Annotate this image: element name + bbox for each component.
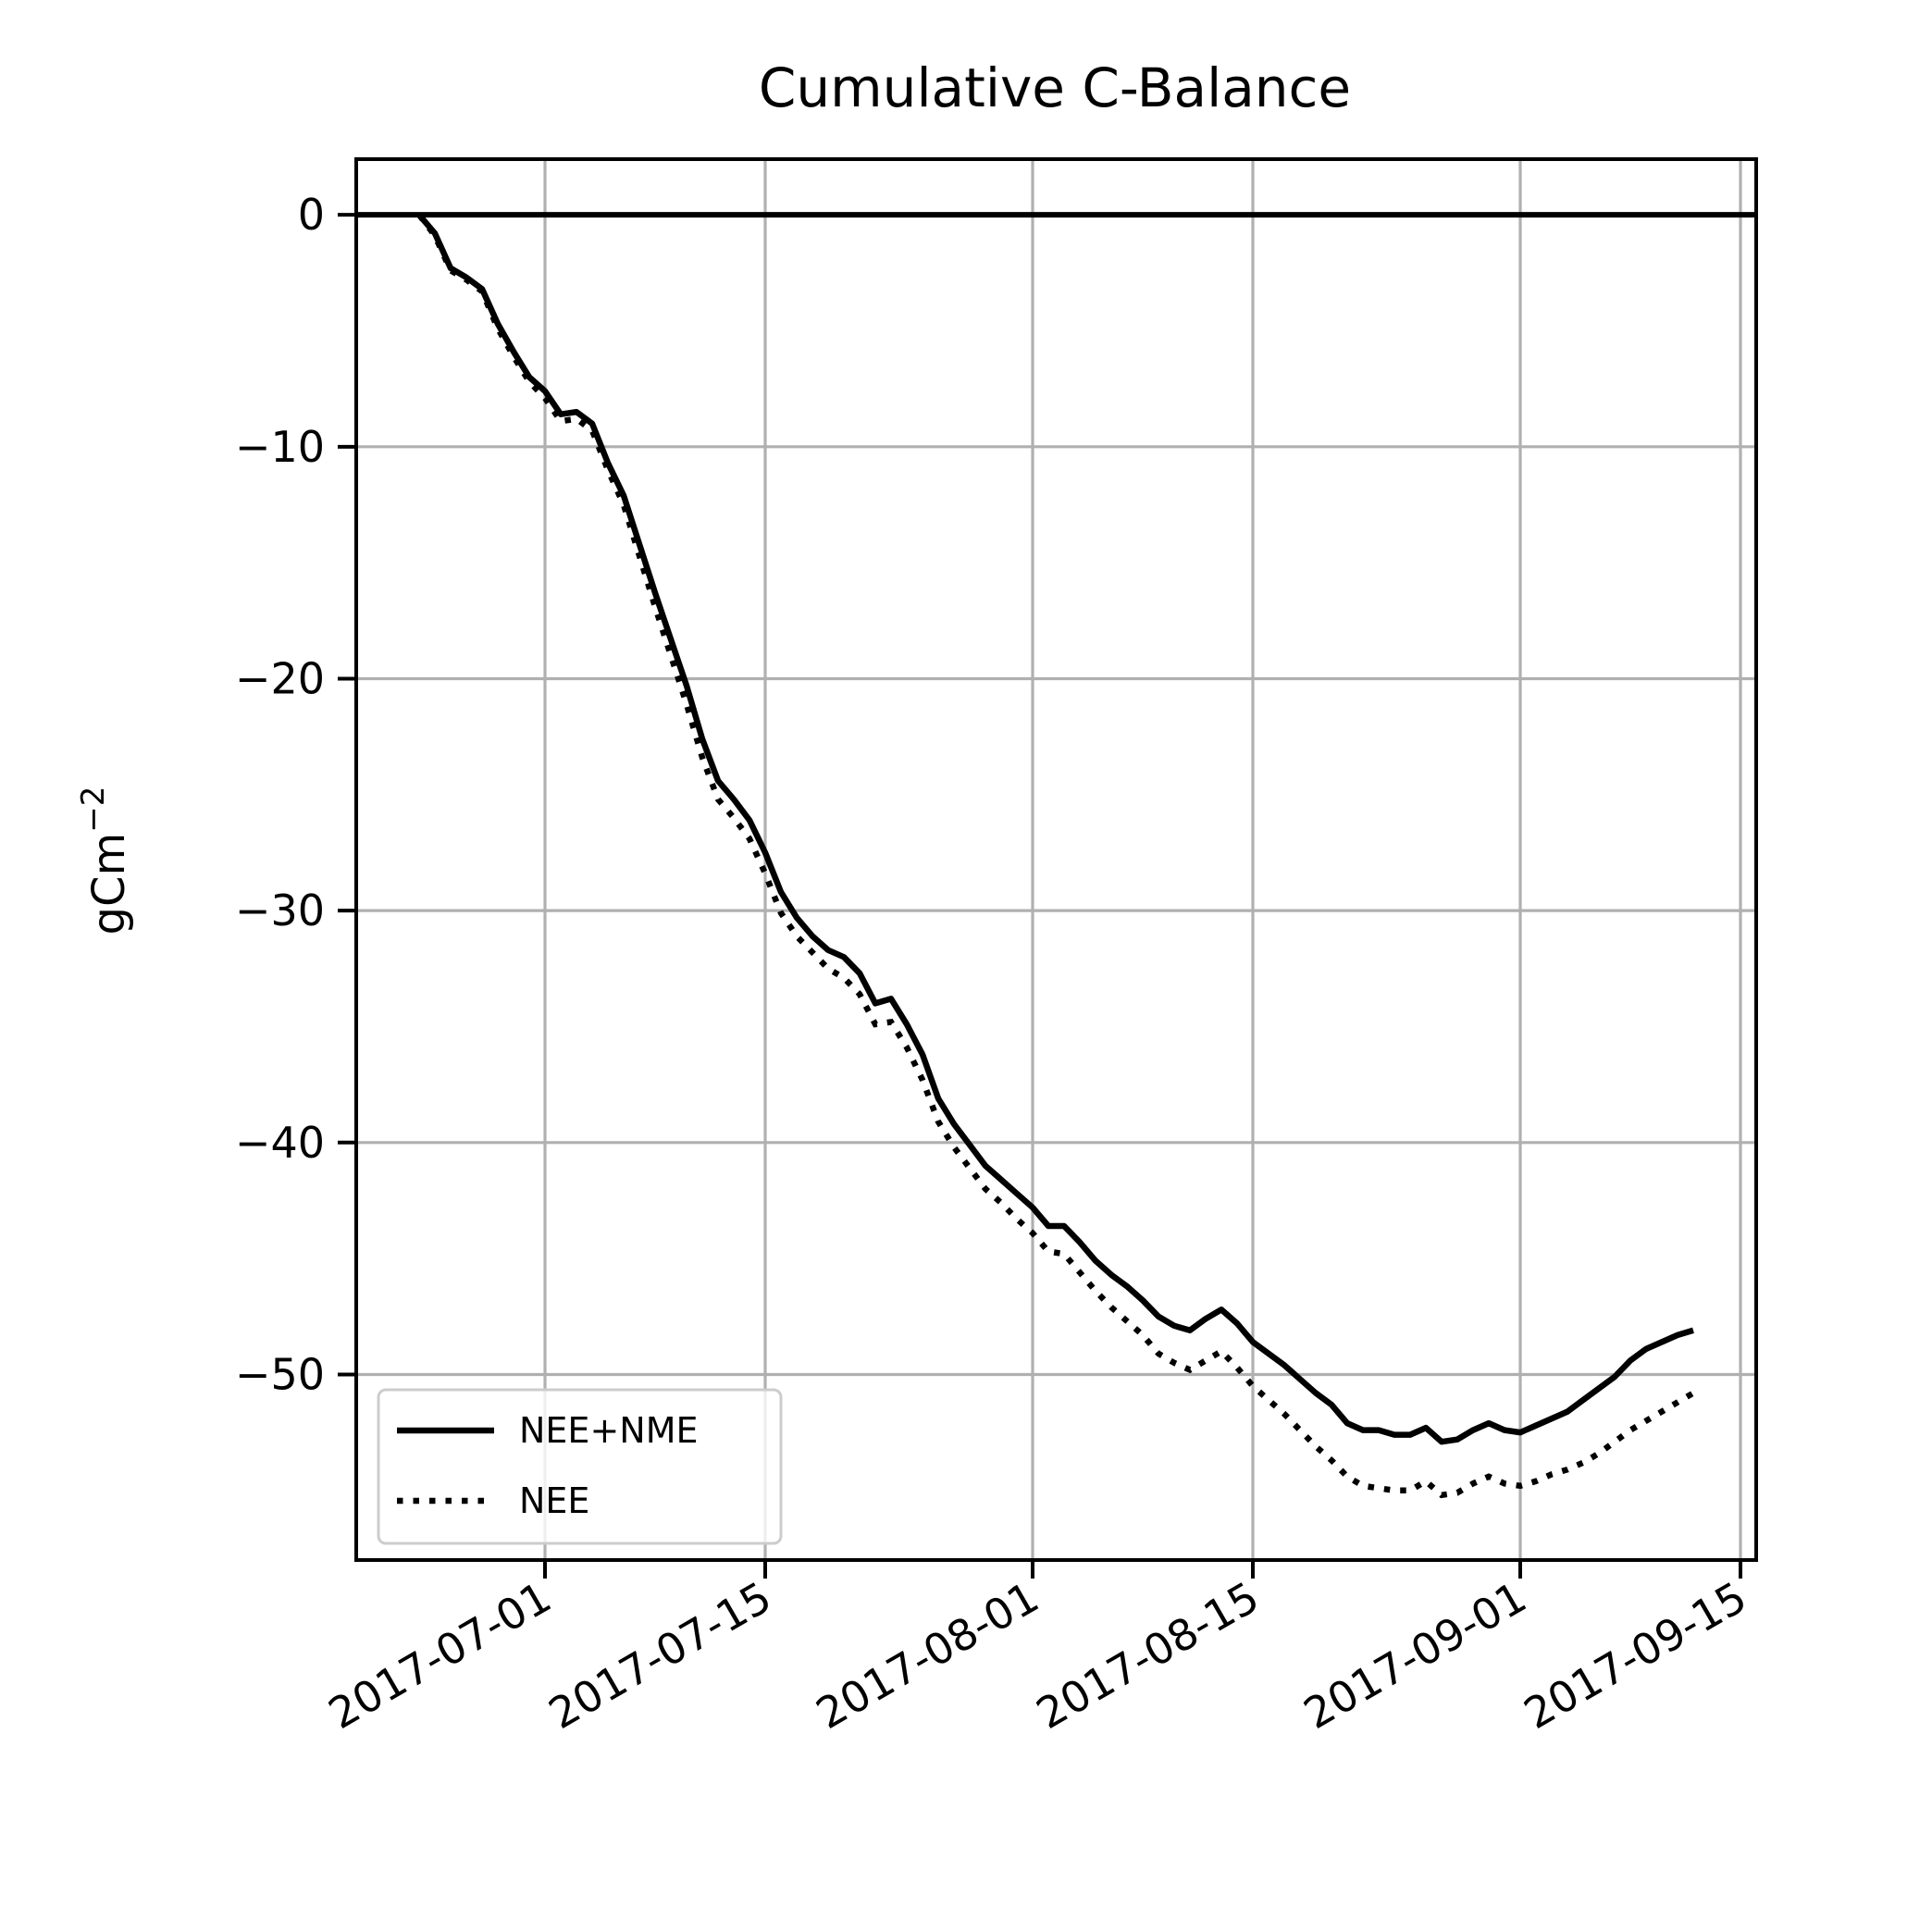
plot-frame	[354, 157, 1758, 1562]
y-tick-label: −20	[235, 653, 325, 703]
axes	[354, 157, 1758, 1562]
y-tick-label: 0	[298, 190, 325, 240]
legend-entry-label: NEE+NME	[519, 1410, 699, 1451]
series-line-nee-nme	[416, 213, 1694, 1445]
y-axis-label-text: gCm	[83, 833, 135, 935]
series-line-nee	[416, 213, 1695, 1499]
series-layer	[356, 212, 1756, 1499]
y-tick-label: −30	[235, 886, 325, 935]
legend-entry-label: NEE	[519, 1480, 589, 1521]
y-tick-label: −50	[235, 1349, 325, 1399]
y-ticks: 0 −10 −20 −30 −40 −50	[235, 190, 356, 1399]
y-tick-label: −10	[235, 422, 325, 472]
grid	[356, 159, 1756, 1560]
legend: NEE+NME NEE	[377, 1388, 783, 1545]
y-axis-label-superscript: −2	[75, 786, 112, 833]
y-tick-label: −40	[235, 1118, 325, 1168]
chart-title: Cumulative C-Balance	[759, 56, 1351, 119]
y-axis-label: gCm−2	[75, 786, 135, 935]
